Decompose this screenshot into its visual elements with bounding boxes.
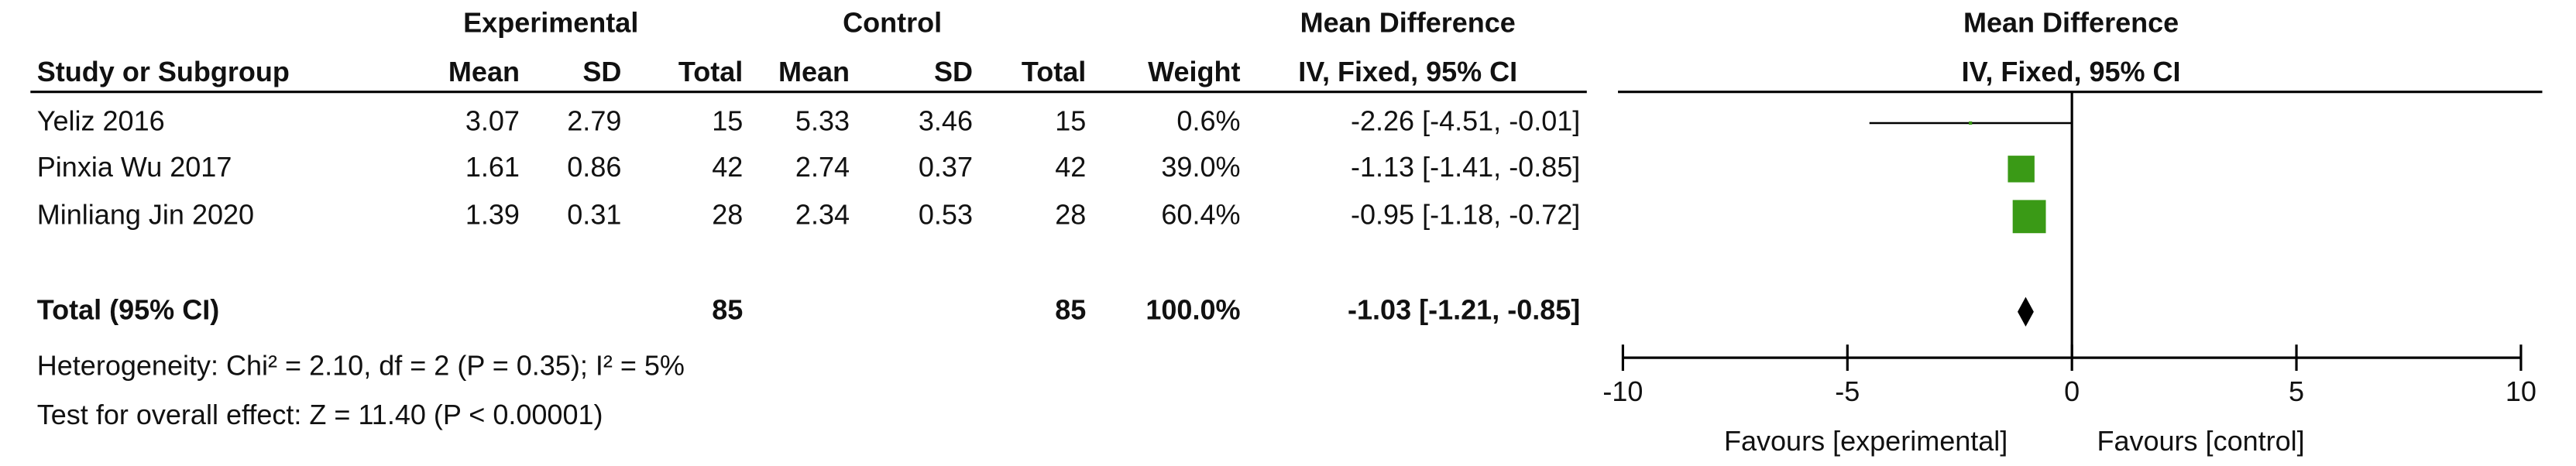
column-header: Total bbox=[678, 56, 743, 87]
column-header: Mean bbox=[448, 56, 520, 87]
cell: 2.79 bbox=[567, 105, 621, 136]
total-cell: 85 bbox=[1055, 293, 1086, 325]
column-header: SD bbox=[582, 56, 621, 87]
cell: 2.34 bbox=[795, 198, 850, 230]
favours-right: Favours [control] bbox=[2097, 425, 2304, 457]
cell: 15 bbox=[1055, 105, 1086, 136]
heterogeneity: Heterogeneity: Chi² = 2.10, df = 2 (P = … bbox=[37, 349, 685, 381]
cell: 3.07 bbox=[465, 105, 520, 136]
total-cell: 85 bbox=[712, 293, 743, 325]
total-cell: -1.03 [-1.21, -0.85] bbox=[1348, 293, 1580, 325]
weight-square bbox=[2012, 200, 2046, 234]
x-tick-label: 10 bbox=[2506, 375, 2537, 407]
weight-square bbox=[1969, 121, 1973, 125]
cell: Pinxia Wu 2017 bbox=[37, 151, 232, 183]
group-header: Mean Difference bbox=[1963, 6, 2179, 38]
x-tick-label: -10 bbox=[1602, 375, 1643, 407]
group-header: Experimental bbox=[463, 6, 638, 38]
cell: 15 bbox=[712, 105, 743, 136]
cell: 39.0% bbox=[1161, 151, 1240, 183]
x-tick-label: -5 bbox=[1835, 375, 1860, 407]
cell: 1.39 bbox=[465, 198, 520, 230]
cell: Yeliz 2016 bbox=[37, 105, 165, 136]
cell: 0.31 bbox=[567, 198, 621, 230]
column-header: Mean bbox=[778, 56, 850, 87]
cell: 1.61 bbox=[465, 151, 520, 183]
cell: 0.86 bbox=[567, 151, 621, 183]
weight-square bbox=[2008, 156, 2035, 183]
x-tick-label: 5 bbox=[2289, 375, 2304, 407]
total-cell: Total (95% CI) bbox=[37, 293, 219, 325]
column-header: Study or Subgroup bbox=[37, 56, 290, 87]
cell: -0.95 [-1.18, -0.72] bbox=[1351, 198, 1580, 230]
group-header: Mean Difference bbox=[1300, 6, 1516, 38]
cell: 2.74 bbox=[795, 151, 850, 183]
cell: 0.37 bbox=[919, 151, 973, 183]
cell: 42 bbox=[1055, 151, 1086, 183]
cell: 5.33 bbox=[795, 105, 850, 136]
cell: 60.4% bbox=[1161, 198, 1240, 230]
x-tick-label: 0 bbox=[2064, 375, 2080, 407]
overall-effect: Test for overall effect: Z = 11.40 (P < … bbox=[37, 399, 603, 430]
column-header: Total bbox=[1022, 56, 1086, 87]
cell: 0.6% bbox=[1176, 105, 1240, 136]
column-header: IV, Fixed, 95% CI bbox=[1298, 56, 1517, 87]
summary-diamond bbox=[2018, 296, 2034, 327]
column-header: SD bbox=[934, 56, 973, 87]
cell: -2.26 [-4.51, -0.01] bbox=[1351, 105, 1580, 136]
favours-left: Favours [experimental] bbox=[1724, 425, 2008, 457]
column-header: IV, Fixed, 95% CI bbox=[1962, 56, 2181, 87]
cell: 28 bbox=[712, 198, 743, 230]
cell: -1.13 [-1.41, -0.85] bbox=[1351, 151, 1580, 183]
cell: 3.46 bbox=[919, 105, 973, 136]
cell: 42 bbox=[712, 151, 743, 183]
cell: 0.53 bbox=[919, 198, 973, 230]
total-cell: 100.0% bbox=[1145, 293, 1240, 325]
group-header: Control bbox=[843, 6, 942, 38]
cell: 28 bbox=[1055, 198, 1086, 230]
cell: Minliang Jin 2020 bbox=[37, 198, 254, 230]
column-header: Weight bbox=[1148, 56, 1240, 87]
